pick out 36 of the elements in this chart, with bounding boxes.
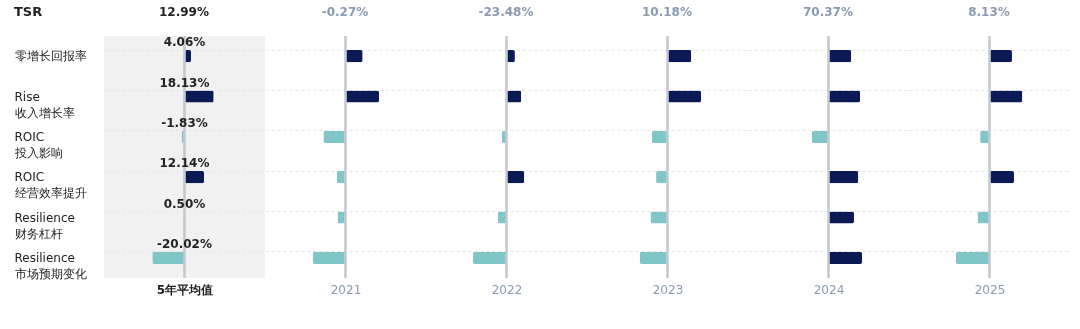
data-label: 12.14% xyxy=(159,156,210,171)
data-label: 18.13% xyxy=(159,75,210,90)
data-label: -1.83% xyxy=(161,115,208,130)
y-tick-label: Resilience 市场预期变化 xyxy=(14,250,87,281)
bar xyxy=(828,251,863,264)
chart-title: 10.18% xyxy=(642,5,692,19)
x-axis-title: 2025 xyxy=(974,282,1006,297)
y-tick-label: Resilience 财务杠杆 xyxy=(14,210,75,241)
x-axis-title: 2021 xyxy=(330,282,362,297)
y-tick-label: ROIC 投入影响 xyxy=(13,129,63,160)
x-axis-title: 2022 xyxy=(491,282,523,297)
chart-title: 70.37% xyxy=(803,5,853,19)
bar xyxy=(828,171,859,184)
bar xyxy=(989,171,1014,184)
bar xyxy=(472,251,507,264)
y-tick-label: ROIC 经营效率提升 xyxy=(14,170,87,201)
bar xyxy=(811,130,829,143)
y-axis-title: TSR xyxy=(14,4,43,19)
chart-title: -23.48% xyxy=(478,5,534,19)
bar xyxy=(184,171,205,184)
data-label: 4.06% xyxy=(163,35,206,50)
x-axis-title: 5年平均值 xyxy=(156,282,214,297)
bar xyxy=(828,50,852,63)
data-label: -20.02% xyxy=(157,236,212,251)
chart-title: 12.99% xyxy=(159,5,209,19)
data-label: 0.50% xyxy=(163,196,206,211)
y-tick-label: 零增长回报率 xyxy=(14,49,87,64)
chart-title: -0.27% xyxy=(321,5,369,19)
x-axis-title: 2024 xyxy=(813,282,845,297)
chart-title: 8.13% xyxy=(968,5,1010,19)
bar xyxy=(955,251,990,264)
y-tick-label: Rise 收入增长率 xyxy=(14,89,75,120)
bar xyxy=(506,171,525,184)
bar xyxy=(152,251,185,264)
x-axis-title: 2023 xyxy=(652,282,684,297)
bar xyxy=(989,50,1012,63)
